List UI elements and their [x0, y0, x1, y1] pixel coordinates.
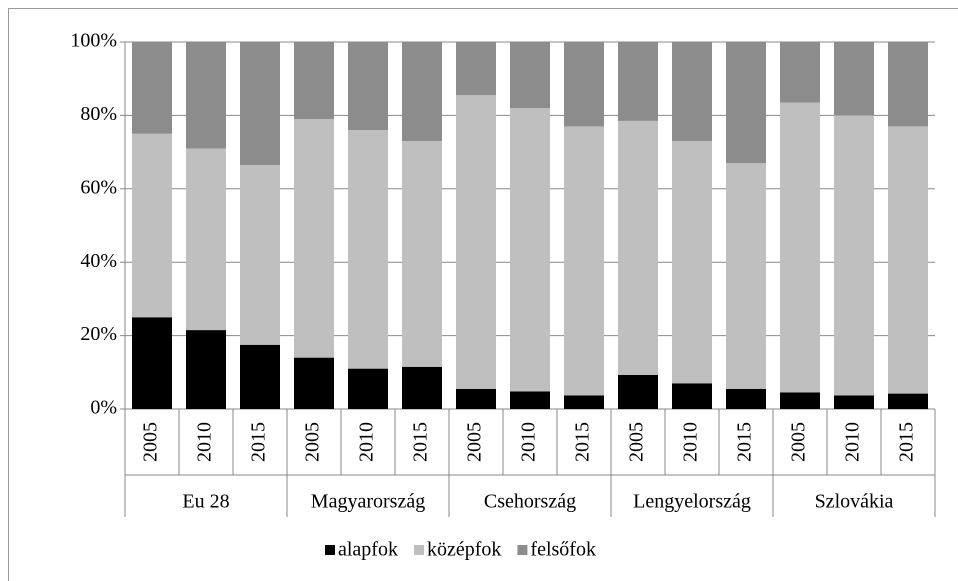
- y-tick-label: 100%: [70, 30, 117, 52]
- bar-segment: [294, 42, 334, 120]
- legend-label: felsőfok: [530, 539, 596, 561]
- group-label: Eu 28: [182, 491, 229, 513]
- bar-segment: [456, 388, 496, 409]
- x-tick-label: 2005: [302, 422, 324, 462]
- x-tick-label: 2010: [356, 422, 378, 462]
- bar-segment: [564, 42, 604, 127]
- legend-swatch: [413, 545, 424, 555]
- legend-label: alapfok: [338, 539, 398, 561]
- bar-segment: [348, 42, 388, 131]
- bar-segment: [672, 141, 712, 384]
- y-tick-label: 60%: [80, 176, 117, 198]
- bar-segment: [132, 133, 172, 318]
- bar-segment: [240, 42, 280, 165]
- group-label: Lengyelország: [633, 491, 751, 513]
- bar-segment: [780, 392, 820, 409]
- x-tick-label: 2005: [140, 422, 162, 462]
- bar-segment: [672, 42, 712, 142]
- bar-segment: [402, 141, 442, 367]
- bar-segment: [834, 42, 874, 116]
- bar-segment: [132, 42, 172, 134]
- bar-segment: [618, 120, 658, 375]
- x-tick-label: 2015: [572, 422, 594, 462]
- x-tick-label: 2015: [896, 422, 918, 462]
- x-tick-label: 2005: [464, 422, 486, 462]
- bar-segment: [294, 119, 334, 358]
- bar-segment: [618, 374, 658, 409]
- bar-segment: [564, 126, 604, 396]
- bar-segment: [240, 344, 280, 409]
- bar-segment: [348, 368, 388, 409]
- bar-segment: [726, 163, 766, 389]
- bar-segment: [564, 395, 604, 409]
- y-tick-label: 0%: [90, 397, 117, 419]
- bar-segment: [132, 317, 172, 409]
- frame: [8, 8, 958, 581]
- bar-segment: [294, 357, 334, 409]
- legend-label: középfok: [427, 539, 501, 561]
- bar-segment: [456, 42, 496, 96]
- x-tick-label: 2010: [680, 422, 702, 462]
- group-label: Magyarország: [311, 491, 425, 513]
- bar-segment: [456, 95, 496, 389]
- bar-segment: [888, 42, 928, 127]
- bar-segment: [402, 366, 442, 409]
- bar-segment: [780, 42, 820, 103]
- x-tick-label: 2005: [788, 422, 810, 462]
- bar-segment: [510, 108, 550, 392]
- bar-segment: [834, 115, 874, 396]
- bar-segment: [834, 395, 874, 409]
- group-label: Csehország: [484, 491, 576, 513]
- bar-segment: [510, 42, 550, 109]
- x-tick-label: 2005: [626, 422, 648, 462]
- bar-segment: [186, 42, 226, 149]
- x-tick-label: 2015: [734, 422, 756, 462]
- bar-segment: [672, 383, 712, 409]
- bar-segment: [402, 42, 442, 142]
- group-label: Szlovákia: [815, 491, 894, 513]
- y-tick-label: 40%: [80, 250, 117, 272]
- bar-segment: [510, 391, 550, 409]
- bar-segment: [726, 42, 766, 164]
- x-tick-label: 2010: [194, 422, 216, 462]
- y-tick-label: 80%: [80, 103, 117, 125]
- x-tick-label: 2010: [518, 422, 540, 462]
- bar-segment: [726, 388, 766, 409]
- bar-segment: [186, 330, 226, 409]
- y-tick-label: 20%: [80, 323, 117, 345]
- x-tick-label: 2010: [842, 422, 864, 462]
- bar-segment: [780, 102, 820, 393]
- bar-segment: [888, 393, 928, 409]
- x-tick-label: 2015: [248, 422, 270, 462]
- bar-segment: [888, 126, 928, 394]
- bar-segment: [348, 130, 388, 369]
- bar-segment: [618, 42, 658, 121]
- legend-swatch: [517, 545, 528, 555]
- bar-segment: [186, 148, 226, 331]
- x-tick-label: 2015: [410, 422, 432, 462]
- legend-swatch: [325, 545, 335, 555]
- bar-segment: [240, 164, 280, 345]
